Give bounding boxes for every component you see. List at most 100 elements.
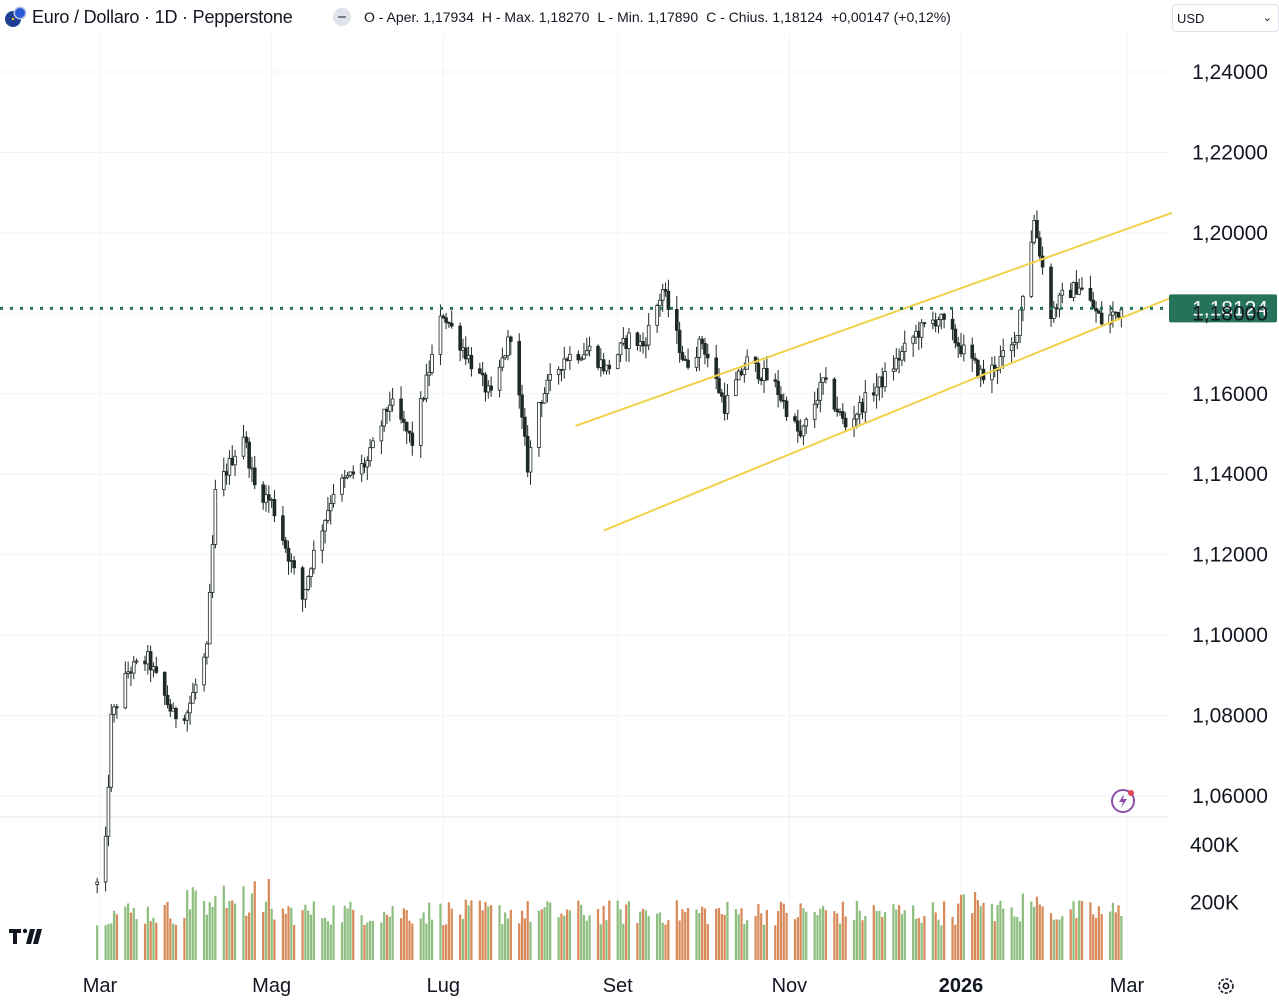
volume-bar (903, 910, 906, 960)
candle (478, 362, 482, 374)
candle (154, 656, 159, 675)
candle (776, 370, 780, 408)
candle (686, 348, 690, 370)
close-value: 1,18124 (772, 9, 823, 25)
volume-bar (205, 914, 209, 960)
candle (897, 348, 901, 374)
price-tick-label: 1,12000 (1192, 544, 1268, 567)
volume-bar (208, 902, 211, 960)
volume-bar (329, 924, 332, 960)
candle (463, 336, 468, 366)
channel-line-upper[interactable] (575, 211, 1173, 427)
candle (565, 356, 569, 362)
candle (663, 282, 668, 297)
volume-bar (149, 921, 152, 960)
candle (683, 355, 688, 362)
candle (106, 774, 111, 847)
candle (323, 519, 327, 544)
volume-bar (912, 905, 915, 960)
volume-bar (776, 911, 780, 960)
minus-icon[interactable] (333, 8, 351, 26)
candle (756, 358, 761, 384)
tradingview-logo[interactable] (6, 924, 46, 948)
candle (269, 497, 274, 508)
trend-channel[interactable] (575, 211, 1173, 532)
volume-bar (1100, 914, 1103, 960)
volume-bar (726, 901, 729, 960)
volume-bar (599, 924, 602, 960)
volume-bar (661, 922, 664, 960)
time-tick-label: 2026 (939, 975, 984, 997)
volume-bar (793, 919, 797, 960)
volume-bar (461, 919, 465, 960)
candle (382, 408, 386, 432)
volume-bar (470, 900, 473, 960)
volume-bar (1117, 905, 1120, 960)
candle (618, 341, 623, 363)
price-axis[interactable]: 1,24000 1,22000 1,20000 1,18000 1,16000 1,140… (1192, 61, 1268, 808)
volume-bar (332, 905, 335, 960)
candle (331, 483, 336, 508)
volume-bar (951, 916, 954, 960)
candle (568, 346, 572, 370)
volume-bar (979, 906, 982, 960)
candle (812, 391, 817, 428)
volume-bar (585, 920, 588, 960)
volume-bar (419, 918, 422, 960)
candle (1088, 275, 1093, 302)
candle (286, 540, 291, 575)
candle (992, 356, 997, 378)
candle (182, 714, 187, 725)
volume-bar (616, 900, 619, 960)
volume-bar (225, 907, 228, 960)
volume-bar (312, 901, 315, 960)
candle (641, 332, 645, 354)
volume-bar (489, 905, 493, 960)
channel-line-lower[interactable] (603, 296, 1173, 532)
volume-axis: 400K 200K (1190, 834, 1239, 915)
volume-bar (844, 916, 847, 960)
volume-bar (802, 908, 805, 960)
volume-bar (301, 910, 304, 960)
candle (959, 333, 963, 358)
candle (545, 374, 550, 403)
candle (916, 321, 921, 351)
symbol-title[interactable]: Euro / Dollaro · 1D · Pepperstone (32, 7, 293, 27)
volume-bar (267, 878, 270, 960)
candle (244, 431, 249, 449)
volume-bar (155, 922, 158, 960)
candle (914, 324, 918, 345)
time-axis[interactable]: Mar Mag Lug Set Nov 2026 Mar (83, 975, 1145, 997)
candle (112, 704, 116, 723)
volume-bar (186, 890, 189, 960)
candle (556, 366, 561, 385)
volume-bar (655, 913, 659, 960)
candle (272, 489, 277, 523)
volume-bar (695, 909, 698, 960)
candle (950, 308, 955, 341)
volume-bar (1075, 918, 1078, 960)
candle (399, 386, 403, 424)
candle (953, 324, 958, 349)
candle (1049, 263, 1053, 327)
volume-bar (152, 917, 155, 960)
currency-value: USD (1177, 11, 1205, 26)
volume-bar (1041, 906, 1044, 960)
candle (123, 661, 128, 710)
candle (838, 408, 842, 416)
volume-bar (467, 905, 470, 960)
lightning-alert-icon[interactable] (1109, 787, 1137, 815)
candle (340, 474, 344, 502)
close-label: C - Chius. (706, 9, 769, 25)
currency-select[interactable]: USD ⌄ (1172, 4, 1279, 32)
candle (773, 373, 778, 388)
volume-bar (1089, 902, 1092, 960)
candle (188, 695, 192, 725)
candle (486, 380, 491, 399)
volume-bar (163, 904, 166, 960)
volume-bar (363, 924, 366, 960)
volume-bar (596, 908, 600, 960)
gear-icon[interactable] (1215, 975, 1237, 997)
grid-layer (0, 34, 1168, 960)
